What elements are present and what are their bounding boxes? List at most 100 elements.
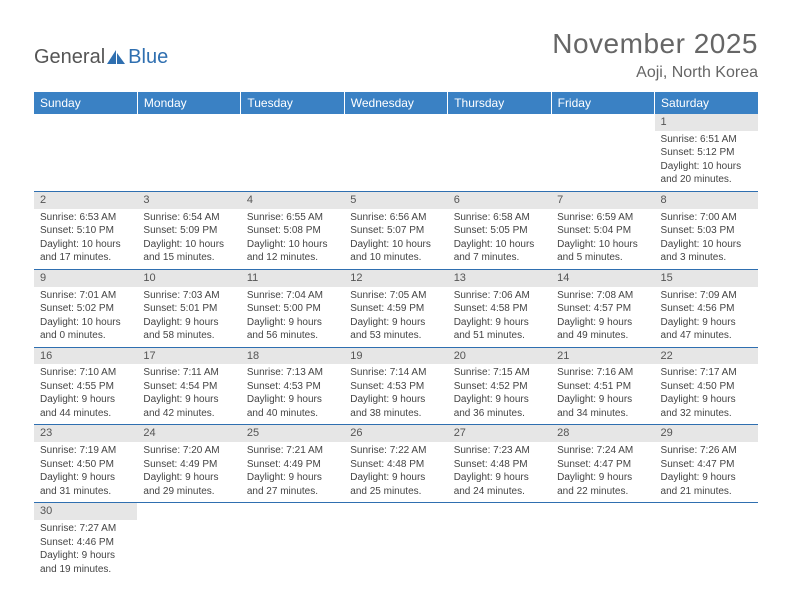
sunrise-text: Sunrise: 7:21 AM	[247, 444, 338, 458]
daylight-text: Daylight: 10 hours and 15 minutes.	[143, 238, 234, 265]
sunset-text: Sunset: 4:53 PM	[247, 380, 338, 394]
weekday-header: Tuesday	[241, 92, 344, 114]
sunrise-text: Sunrise: 7:08 AM	[557, 289, 648, 303]
day-number: 23	[34, 425, 137, 442]
sunrise-text: Sunrise: 6:59 AM	[557, 211, 648, 225]
sunrise-text: Sunrise: 7:13 AM	[247, 366, 338, 380]
calendar-cell: 29Sunrise: 7:26 AMSunset: 4:47 PMDayligh…	[655, 425, 758, 503]
sunset-text: Sunset: 5:09 PM	[143, 224, 234, 238]
day-number: 13	[448, 270, 551, 287]
calendar-cell	[551, 114, 654, 191]
calendar-cell: 13 Sunrise: 7:06 AMSunset: 4:58 PMDayligh…	[448, 269, 551, 347]
sunset-text: Sunset: 4:52 PM	[454, 380, 545, 394]
weekday-header: Monday	[137, 92, 240, 114]
sunrise-text: Sunrise: 7:23 AM	[454, 444, 545, 458]
daylight-text: Daylight: 10 hours and 7 minutes.	[454, 238, 545, 265]
calendar-cell	[344, 114, 447, 191]
sunrise-text: Sunrise: 7:04 AM	[247, 289, 338, 303]
day-number: 4	[241, 192, 344, 209]
sunset-text: Sunset: 4:49 PM	[143, 458, 234, 472]
calendar-cell	[137, 114, 240, 191]
daylight-text: Daylight: 9 hours and 31 minutes.	[40, 471, 131, 498]
sunset-text: Sunset: 4:46 PM	[40, 536, 131, 550]
sunrise-text: Sunrise: 7:27 AM	[40, 522, 131, 536]
calendar-cell: 26Sunrise: 7:22 AMSunset: 4:48 PMDayligh…	[344, 425, 447, 503]
daylight-text: Daylight: 10 hours and 12 minutes.	[247, 238, 338, 265]
calendar-row: 30Sunrise: 7:27 AMSunset: 4:46 PMDayligh…	[34, 503, 758, 580]
weekday-header: Thursday	[448, 92, 551, 114]
daylight-text: Daylight: 9 hours and 53 minutes.	[350, 316, 441, 343]
calendar-cell: 18Sunrise: 7:13 AMSunset: 4:53 PMDayligh…	[241, 347, 344, 425]
calendar-cell	[34, 114, 137, 191]
daylight-text: Daylight: 9 hours and 49 minutes.	[557, 316, 648, 343]
daylight-text: Daylight: 9 hours and 36 minutes.	[454, 393, 545, 420]
sunrise-text: Sunrise: 7:15 AM	[454, 366, 545, 380]
sunset-text: Sunset: 4:57 PM	[557, 302, 648, 316]
daylight-text: Daylight: 9 hours and 42 minutes.	[143, 393, 234, 420]
sunset-text: Sunset: 4:56 PM	[661, 302, 752, 316]
sunrise-text: Sunrise: 6:54 AM	[143, 211, 234, 225]
sunrise-text: Sunrise: 7:06 AM	[454, 289, 545, 303]
sunset-text: Sunset: 4:49 PM	[247, 458, 338, 472]
daylight-text: Daylight: 9 hours and 32 minutes.	[661, 393, 752, 420]
calendar-cell: 14 Sunrise: 7:08 AMSunset: 4:57 PMDayligh…	[551, 269, 654, 347]
sunset-text: Sunset: 4:50 PM	[661, 380, 752, 394]
calendar-cell: 23 Sunrise: 7:19 AMSunset: 4:50 PMDayligh…	[34, 425, 137, 503]
daylight-text: Daylight: 10 hours and 0 minutes.	[40, 316, 131, 343]
weekday-header: Saturday	[655, 92, 758, 114]
daylight-text: Daylight: 10 hours and 20 minutes.	[661, 160, 752, 187]
calendar-cell	[551, 503, 654, 580]
calendar-cell: 27Sunrise: 7:23 AMSunset: 4:48 PMDayligh…	[448, 425, 551, 503]
day-number: 8	[655, 192, 758, 209]
sunset-text: Sunset: 5:08 PM	[247, 224, 338, 238]
day-number: 18	[241, 348, 344, 365]
daylight-text: Daylight: 9 hours and 56 minutes.	[247, 316, 338, 343]
daylight-text: Daylight: 9 hours and 40 minutes.	[247, 393, 338, 420]
sunset-text: Sunset: 4:54 PM	[143, 380, 234, 394]
calendar-cell	[448, 114, 551, 191]
calendar-cell	[137, 503, 240, 580]
sunset-text: Sunset: 5:02 PM	[40, 302, 131, 316]
day-number: 3	[137, 192, 240, 209]
logo: GeneralBlue	[34, 46, 168, 69]
sunset-text: Sunset: 4:55 PM	[40, 380, 131, 394]
sunset-text: Sunset: 5:03 PM	[661, 224, 752, 238]
day-number: 14	[551, 270, 654, 287]
sunset-text: Sunset: 4:50 PM	[40, 458, 131, 472]
calendar-row: 1Sunrise: 6:51 AMSunset: 5:12 PMDaylight…	[34, 114, 758, 191]
calendar-cell: 8Sunrise: 7:00 AMSunset: 5:03 PMDaylight…	[655, 191, 758, 269]
calendar-cell	[241, 503, 344, 580]
daylight-text: Daylight: 9 hours and 51 minutes.	[454, 316, 545, 343]
daylight-text: Daylight: 9 hours and 22 minutes.	[557, 471, 648, 498]
sail-icon	[106, 49, 126, 65]
sunrise-text: Sunrise: 7:11 AM	[143, 366, 234, 380]
daylight-text: Daylight: 10 hours and 17 minutes.	[40, 238, 131, 265]
calendar-cell: 16Sunrise: 7:10 AMSunset: 4:55 PMDayligh…	[34, 347, 137, 425]
day-number: 19	[344, 348, 447, 365]
calendar-cell: 6Sunrise: 6:58 AMSunset: 5:05 PMDaylight…	[448, 191, 551, 269]
day-number: 22	[655, 348, 758, 365]
sunset-text: Sunset: 4:47 PM	[557, 458, 648, 472]
calendar-cell	[344, 503, 447, 580]
day-number: 11	[241, 270, 344, 287]
calendar-cell: 17Sunrise: 7:11 AMSunset: 4:54 PMDayligh…	[137, 347, 240, 425]
daylight-text: Daylight: 10 hours and 10 minutes.	[350, 238, 441, 265]
sunset-text: Sunset: 4:58 PM	[454, 302, 545, 316]
sunrise-text: Sunrise: 7:26 AM	[661, 444, 752, 458]
day-number: 21	[551, 348, 654, 365]
sunset-text: Sunset: 5:04 PM	[557, 224, 648, 238]
sunrise-text: Sunrise: 7:22 AM	[350, 444, 441, 458]
calendar-cell: 7Sunrise: 6:59 AMSunset: 5:04 PMDaylight…	[551, 191, 654, 269]
weekday-header: Wednesday	[344, 92, 447, 114]
day-number: 25	[241, 425, 344, 442]
sunrise-text: Sunrise: 7:19 AM	[40, 444, 131, 458]
calendar-cell	[448, 503, 551, 580]
calendar-row: 16Sunrise: 7:10 AMSunset: 4:55 PMDayligh…	[34, 347, 758, 425]
sunset-text: Sunset: 5:05 PM	[454, 224, 545, 238]
daylight-text: Daylight: 9 hours and 25 minutes.	[350, 471, 441, 498]
sunrise-text: Sunrise: 6:55 AM	[247, 211, 338, 225]
day-number: 29	[655, 425, 758, 442]
sunset-text: Sunset: 4:53 PM	[350, 380, 441, 394]
calendar-cell: 4 Sunrise: 6:55 AMSunset: 5:08 PMDaylight…	[241, 191, 344, 269]
calendar-cell: 5Sunrise: 6:56 AMSunset: 5:07 PMDaylight…	[344, 191, 447, 269]
